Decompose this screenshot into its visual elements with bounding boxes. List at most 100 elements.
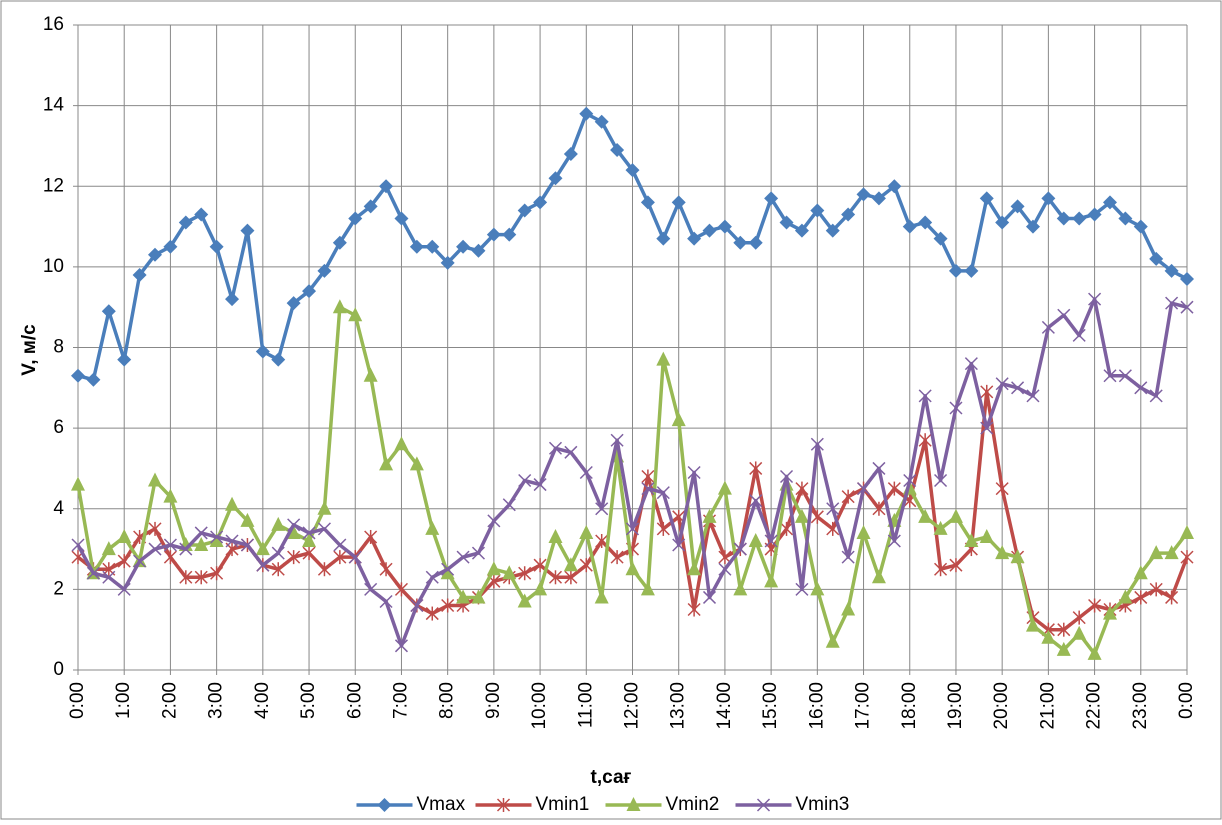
point — [810, 509, 824, 524]
point — [255, 344, 270, 359]
point — [409, 456, 424, 471]
point — [887, 534, 901, 548]
point — [471, 589, 486, 604]
point — [440, 565, 455, 580]
marker — [964, 357, 978, 371]
marker — [240, 512, 255, 527]
marker — [132, 267, 147, 282]
point — [656, 521, 670, 536]
point — [1041, 629, 1056, 644]
marker — [101, 541, 116, 556]
point — [564, 445, 578, 459]
point — [456, 550, 470, 564]
point — [548, 171, 563, 186]
point — [410, 598, 424, 613]
point — [756, 798, 771, 812]
point — [610, 433, 624, 447]
marker — [117, 582, 131, 596]
point — [949, 401, 963, 415]
x-tick-label: 15:00 — [760, 682, 781, 730]
point — [286, 296, 301, 311]
marker — [625, 522, 640, 536]
point — [579, 106, 594, 121]
point — [518, 566, 532, 581]
point — [687, 231, 702, 246]
marker — [502, 227, 517, 242]
point — [502, 565, 517, 580]
point — [71, 368, 85, 383]
point — [625, 522, 640, 536]
point — [718, 562, 732, 576]
point — [1118, 211, 1133, 226]
y-tick-label: 2 — [53, 578, 64, 599]
marker — [1149, 545, 1164, 560]
marker — [317, 263, 332, 278]
marker — [640, 581, 655, 596]
point — [163, 239, 178, 254]
point — [332, 299, 347, 314]
marker — [379, 179, 394, 194]
point — [610, 550, 624, 565]
x-tick-label: 1:00 — [113, 682, 134, 719]
point — [486, 561, 501, 576]
point — [1041, 191, 1056, 206]
marker — [1118, 211, 1133, 226]
point — [364, 529, 378, 544]
point — [425, 520, 440, 535]
x-axis-label: t,сағ — [591, 767, 632, 788]
marker — [163, 538, 177, 552]
point — [1133, 219, 1148, 234]
marker — [456, 589, 471, 604]
point — [317, 500, 332, 515]
point — [949, 558, 963, 573]
point — [548, 570, 563, 585]
marker — [394, 639, 408, 653]
point — [979, 528, 994, 543]
marker — [517, 203, 532, 218]
marker — [302, 526, 316, 540]
point — [487, 514, 501, 528]
marker — [409, 239, 424, 254]
point — [379, 179, 394, 194]
marker — [579, 524, 594, 539]
marker — [733, 235, 748, 250]
y-tick-label: 6 — [53, 417, 64, 438]
marker — [225, 496, 240, 511]
point — [240, 538, 254, 552]
point — [209, 239, 224, 254]
marker — [333, 538, 347, 552]
marker — [1072, 328, 1086, 342]
marker — [194, 526, 208, 540]
point — [163, 550, 177, 565]
marker — [733, 581, 748, 596]
point — [456, 239, 471, 254]
marker — [764, 191, 779, 206]
marker — [841, 207, 856, 222]
marker — [302, 533, 317, 547]
marker — [1149, 389, 1163, 403]
point — [379, 594, 393, 608]
marker — [379, 594, 393, 608]
x-tick-label: 12:00 — [622, 682, 643, 730]
point — [856, 524, 871, 539]
point — [1087, 645, 1102, 660]
point — [1056, 641, 1071, 656]
marker — [1102, 195, 1117, 210]
point — [934, 474, 948, 488]
marker — [656, 486, 670, 500]
marker — [887, 179, 902, 194]
point — [995, 377, 1009, 391]
marker — [1165, 296, 1179, 310]
x-tick-label: 21:00 — [1037, 682, 1058, 730]
x-tick-label: 4:00 — [252, 682, 273, 719]
marker — [672, 538, 686, 552]
marker — [225, 534, 239, 548]
point — [1102, 195, 1117, 210]
point — [117, 528, 132, 543]
point — [409, 239, 424, 254]
point — [271, 352, 286, 367]
point — [1118, 369, 1132, 383]
marker — [1102, 605, 1117, 620]
marker — [425, 570, 439, 584]
